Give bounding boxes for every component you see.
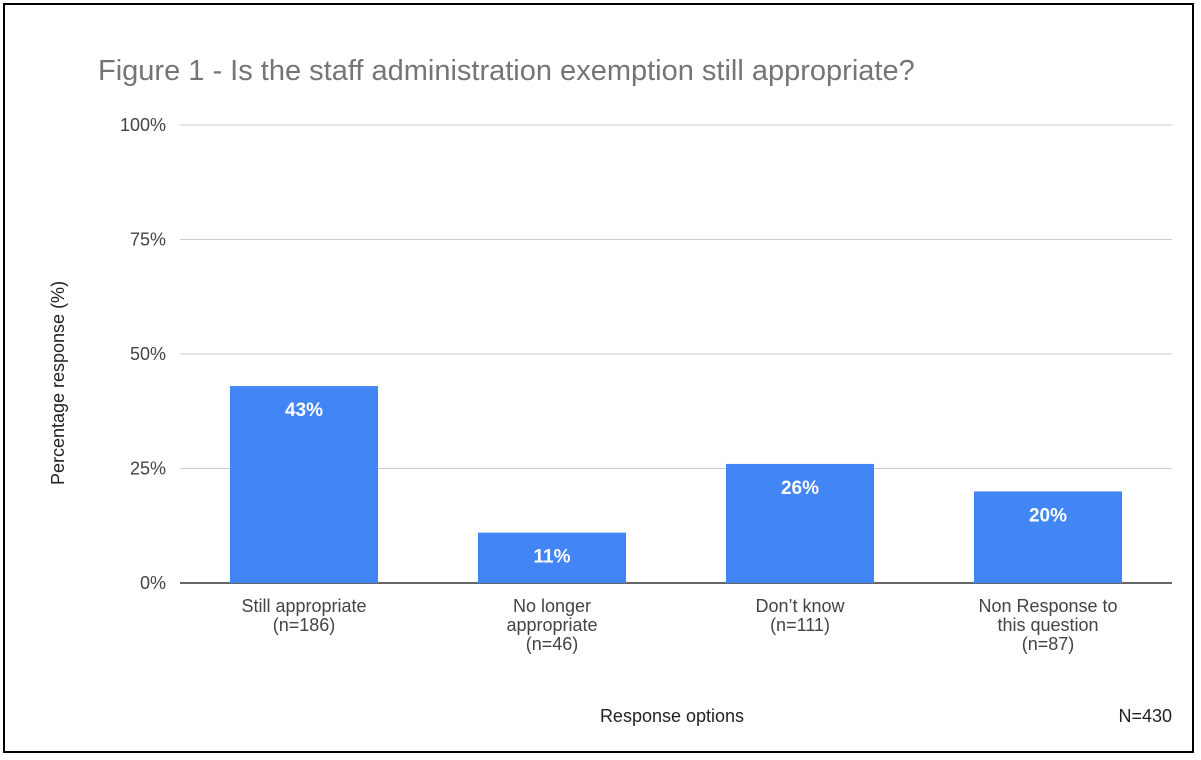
bars: 43% 11% 26% 20% [230,386,1122,583]
bar [974,491,1122,583]
bar [230,386,378,583]
bar [478,532,626,583]
bar-data-label: 20% [1029,505,1067,526]
y-tick-label: 25% [130,459,166,479]
bar-data-label: 43% [285,400,323,421]
x-category-label: No longer appropriate (n=46) [506,596,597,654]
x-axis-categories: Still appropriate (n=186) No longer appropr… [241,596,1117,654]
y-tick-label: 0% [140,573,166,593]
y-tick-label: 75% [130,230,166,250]
chart-title: Figure 1 - Is the staff administration e… [98,55,915,87]
y-axis-title: Percentage response (%) [48,281,68,485]
x-category-label: Don’t know (n=111) [755,596,845,635]
x-category-label: Still appropriate (n=186) [241,596,366,635]
y-tick-label: 50% [130,344,166,364]
bar-data-label: 26% [781,478,819,499]
y-axis-ticks: 0% 25% 50% 75% 100% [120,115,166,593]
sample-size-note: N=430 [1118,706,1172,726]
bar-data-label: 11% [534,547,571,568]
chart-frame [3,3,1194,753]
y-tick-label: 100% [120,115,166,135]
x-category-label: Non Response to this question (n=87) [978,596,1117,654]
bar [726,463,874,583]
x-axis-title: Response options [600,706,744,726]
